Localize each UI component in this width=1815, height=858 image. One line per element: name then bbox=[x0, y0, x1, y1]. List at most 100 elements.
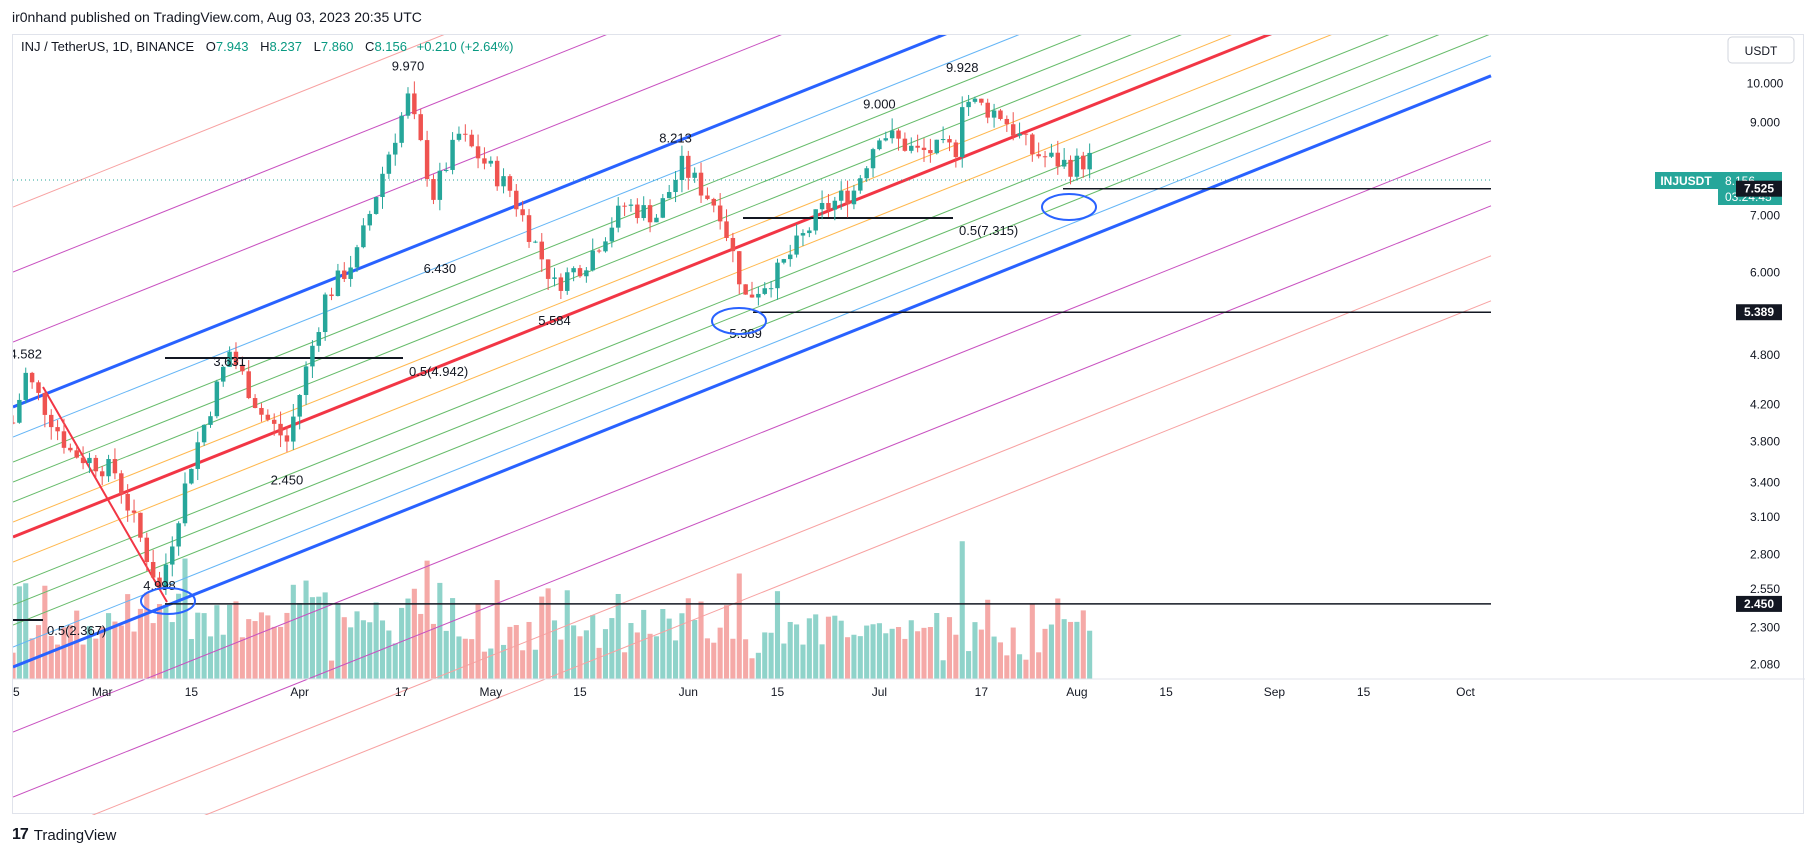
candle-body bbox=[800, 233, 806, 236]
pitchfork-line bbox=[13, 35, 607, 273]
price-tick: 3.100 bbox=[1750, 510, 1780, 524]
volume-bar bbox=[768, 632, 774, 679]
pivot-label: 5.584 bbox=[538, 313, 571, 328]
candle-body bbox=[373, 197, 379, 214]
volume-bar bbox=[908, 620, 914, 679]
candle-body bbox=[494, 160, 500, 187]
time-tick: 15 bbox=[573, 685, 587, 699]
candle-body bbox=[252, 398, 258, 408]
price-tick: 6.000 bbox=[1750, 265, 1780, 279]
candle-body bbox=[106, 459, 111, 477]
volume-bar bbox=[876, 623, 882, 679]
volume-bar bbox=[1048, 624, 1054, 679]
candle-body bbox=[80, 457, 86, 464]
price-tick: 10.000 bbox=[1747, 76, 1784, 90]
candle-body bbox=[826, 202, 831, 210]
chart-frame[interactable]: 4.582 4.998 3.631 2.450 9.970 6.430 5.584 8.213… bbox=[12, 34, 1805, 815]
volume-bar bbox=[532, 649, 538, 679]
level-tag-bg bbox=[1736, 595, 1782, 612]
legend-change: +0.210 (+2.64%) bbox=[417, 39, 514, 54]
volume-bar bbox=[131, 631, 137, 679]
candle-body bbox=[157, 577, 162, 588]
candle-body bbox=[558, 277, 564, 291]
candle-body bbox=[431, 179, 436, 200]
volume-bar bbox=[953, 634, 959, 679]
volume-bar bbox=[278, 626, 284, 679]
level-tag: 7.525 bbox=[1744, 182, 1774, 196]
volume-bar bbox=[685, 598, 691, 679]
time-axis[interactable]: 15 Mar 15 Apr 17 May 15 Jun 15 Jul 17 Aug 15 Sep 15 Oct bbox=[13, 678, 1805, 699]
volume-bar bbox=[660, 609, 666, 679]
candle-body bbox=[686, 155, 691, 178]
volume-bar bbox=[1067, 621, 1074, 679]
candle-body bbox=[189, 468, 194, 484]
pitchfork-line bbox=[13, 35, 1082, 463]
candle-body bbox=[1030, 134, 1035, 155]
candle-body bbox=[310, 345, 315, 367]
volume-bar bbox=[513, 625, 519, 679]
pitchfork-line bbox=[13, 205, 1492, 798]
price-tick: 4.200 bbox=[1750, 397, 1780, 411]
volume-bar bbox=[991, 636, 997, 679]
volume-bar bbox=[207, 636, 214, 679]
currency-button[interactable]: USDT bbox=[1727, 36, 1795, 64]
publish-info: ir0nhand published on TradingView.com, A… bbox=[12, 9, 422, 25]
volume-bar bbox=[755, 652, 761, 679]
candle-body bbox=[163, 564, 169, 588]
volume-bar bbox=[424, 560, 430, 679]
volume-bar bbox=[42, 585, 48, 679]
volume-bar bbox=[443, 630, 449, 679]
volume-bar bbox=[927, 627, 933, 679]
volume-bar bbox=[23, 583, 29, 679]
handle-line bbox=[42, 386, 168, 603]
circle-marker bbox=[1041, 193, 1097, 221]
candle-body bbox=[1004, 118, 1010, 125]
volume-bar bbox=[450, 598, 456, 679]
candle-body bbox=[201, 424, 207, 443]
candle-body bbox=[896, 130, 901, 139]
pitchfork-line bbox=[13, 35, 1332, 563]
pitchfork-line bbox=[13, 140, 1492, 733]
candle-body bbox=[590, 250, 595, 271]
candle-body bbox=[297, 395, 302, 417]
candle-body bbox=[131, 510, 137, 513]
volume-bar bbox=[889, 628, 895, 679]
candle-body bbox=[584, 270, 589, 277]
volume-bar bbox=[577, 636, 583, 679]
volume-bar bbox=[736, 573, 742, 679]
pivot-label: 4.998 bbox=[143, 578, 176, 593]
pivot-label: 4.582 bbox=[13, 346, 42, 361]
volume-bar bbox=[341, 617, 347, 679]
volume-bar bbox=[112, 621, 118, 679]
candle-body bbox=[1017, 133, 1022, 136]
candle-body bbox=[233, 351, 239, 365]
price-tick: 4.800 bbox=[1750, 348, 1780, 362]
volume-bar bbox=[997, 642, 1004, 679]
time-tick: Jun bbox=[679, 685, 698, 699]
pitchfork-line bbox=[204, 300, 1492, 815]
circle-marker bbox=[711, 307, 767, 335]
candle-body bbox=[443, 169, 449, 171]
volume-bar bbox=[118, 625, 124, 679]
candle-body bbox=[208, 416, 213, 425]
price-axis[interactable]: 10.000 9.000 7.000 6.000 4.800 4.200 3.800 3.40… bbox=[1747, 76, 1784, 671]
candle-body bbox=[322, 294, 328, 333]
volume-bar bbox=[500, 644, 507, 679]
candle-body bbox=[902, 138, 908, 151]
candle-body bbox=[832, 200, 838, 210]
price-tick: 2.080 bbox=[1750, 657, 1780, 671]
candle-body bbox=[488, 160, 494, 164]
volume-bar bbox=[774, 591, 781, 679]
pivot-label: 9.928 bbox=[946, 60, 979, 75]
candle-body bbox=[960, 107, 965, 158]
candle-body bbox=[858, 178, 863, 191]
volume-bar bbox=[430, 623, 437, 679]
candle-body bbox=[998, 110, 1003, 119]
volume-bar bbox=[176, 593, 182, 679]
pitchfork-line bbox=[13, 35, 445, 208]
volume-bar bbox=[590, 615, 596, 679]
candle-body bbox=[48, 414, 54, 428]
price-chart[interactable]: 4.582 4.998 3.631 2.450 9.970 6.430 5.584 8.213… bbox=[13, 35, 1805, 815]
candle-body bbox=[1042, 156, 1048, 158]
candle-body bbox=[354, 247, 360, 268]
